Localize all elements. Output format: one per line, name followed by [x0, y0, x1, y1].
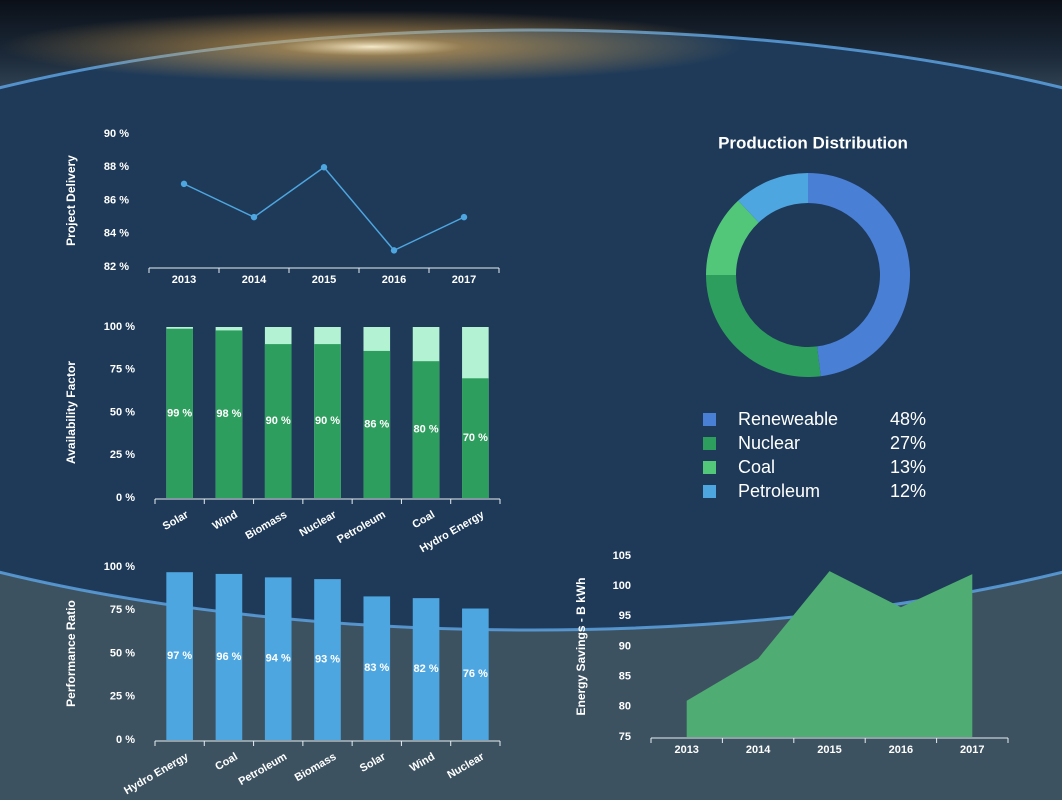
- data-label: 76 %: [463, 668, 488, 680]
- y-tick-label: 25 %: [110, 449, 135, 461]
- y-tick-label: 90 %: [104, 128, 129, 140]
- legend-swatch: [703, 485, 716, 498]
- data-label: 90 %: [266, 415, 291, 427]
- data-label: 82 %: [414, 663, 439, 675]
- y-tick-label: 95: [619, 610, 631, 622]
- x-tick-label: Solar: [358, 750, 388, 775]
- bar: [264, 577, 292, 740]
- data-label: 99 %: [167, 407, 192, 419]
- y-tick-label: 50 %: [110, 406, 135, 418]
- legend-swatch: [703, 437, 716, 450]
- point: [180, 180, 188, 188]
- chart-title: Production Distribution: [718, 133, 908, 152]
- point: [250, 213, 258, 221]
- legend-label: Coal: [738, 457, 775, 477]
- x-tick-label: Nuclear: [445, 750, 487, 781]
- y-axis-label: Project Delivery: [64, 155, 78, 246]
- y-tick-label: 25 %: [110, 691, 135, 703]
- donut-slice: [706, 200, 759, 275]
- bar: [264, 344, 292, 498]
- legend-value: 13%: [890, 457, 926, 477]
- y-tick-label: 100 %: [104, 321, 135, 333]
- y-tick-label: 90: [619, 640, 631, 652]
- y-tick-label: 0 %: [116, 734, 135, 746]
- x-tick-label: 2014: [242, 274, 267, 286]
- y-axis-label: Energy Savings - B kWh: [574, 577, 588, 715]
- x-tick-label: 2014: [746, 744, 771, 756]
- data-label: 98 %: [216, 408, 241, 420]
- data-label: 90 %: [315, 415, 340, 427]
- data-label: 70 %: [463, 432, 488, 444]
- donut-slice: [706, 275, 821, 377]
- bar: [215, 330, 243, 498]
- x-tick-label: 2017: [452, 274, 476, 286]
- bar: [166, 572, 193, 740]
- area: [686, 571, 973, 737]
- y-tick-label: 75 %: [110, 364, 135, 376]
- y-tick-label: 75 %: [110, 604, 135, 616]
- x-tick-label: Hydro Energy: [122, 750, 191, 797]
- y-tick-label: 105: [613, 550, 631, 562]
- y-axis-label: Availability Factor: [64, 361, 78, 464]
- x-tick-label: Wind: [408, 751, 437, 775]
- bar: [412, 598, 440, 740]
- legend-value: 27%: [890, 433, 926, 453]
- y-axis-label: Performance Ratio: [64, 600, 78, 707]
- y-tick-label: 82 %: [104, 261, 129, 273]
- data-label: 93 %: [315, 653, 340, 665]
- legend-value: 12%: [890, 481, 926, 501]
- bar: [363, 596, 391, 740]
- x-tick-label: 2016: [889, 744, 913, 756]
- bar: [462, 608, 489, 740]
- bar: [215, 573, 243, 740]
- y-tick-label: 86 %: [104, 194, 129, 206]
- legend-label: Petroleum: [738, 481, 820, 501]
- legend-swatch: [703, 461, 716, 474]
- bar: [363, 350, 391, 498]
- bar: [314, 579, 341, 740]
- y-tick-label: 85: [619, 671, 631, 683]
- x-tick-label: Coal: [213, 751, 240, 773]
- y-tick-label: 84 %: [104, 228, 129, 240]
- point: [390, 247, 398, 254]
- data-label: 80 %: [414, 424, 439, 436]
- x-tick-label: Petroleum: [237, 751, 290, 788]
- y-tick-label: 100: [613, 580, 631, 592]
- x-tick-label: Biomass: [293, 751, 339, 784]
- bar: [314, 344, 341, 498]
- legend-label: Reneweable: [738, 409, 838, 429]
- y-tick-label: 50 %: [110, 647, 135, 659]
- y-tick-label: 0 %: [116, 492, 135, 504]
- x-tick-label: 2017: [960, 744, 984, 756]
- bar: [166, 328, 193, 498]
- y-tick-label: 100 %: [104, 561, 135, 573]
- bar: [412, 361, 440, 498]
- point: [320, 164, 328, 171]
- data-label: 94 %: [266, 653, 291, 665]
- x-tick-label: 2015: [817, 744, 841, 756]
- x-tick-label: 2015: [312, 274, 336, 286]
- data-label: 97 %: [167, 650, 192, 662]
- donut-slice: [738, 173, 808, 223]
- data-label: 86 %: [364, 418, 389, 430]
- y-tick-label: 80: [619, 701, 631, 713]
- legend-label: Nuclear: [738, 433, 800, 453]
- donut-slice: [808, 173, 911, 377]
- bar: [462, 378, 489, 498]
- data-label: 83 %: [364, 662, 389, 674]
- legend-value: 48%: [890, 409, 926, 429]
- x-tick-label: 2013: [172, 274, 196, 286]
- header-image: [0, 0, 1062, 632]
- data-label: 96 %: [216, 651, 241, 663]
- y-tick-label: 88 %: [104, 161, 129, 173]
- x-tick-label: 2013: [674, 744, 698, 756]
- x-tick-label: 2016: [382, 274, 406, 286]
- point: [460, 213, 468, 221]
- legend-swatch: [703, 413, 716, 426]
- y-tick-label: 75: [619, 731, 631, 743]
